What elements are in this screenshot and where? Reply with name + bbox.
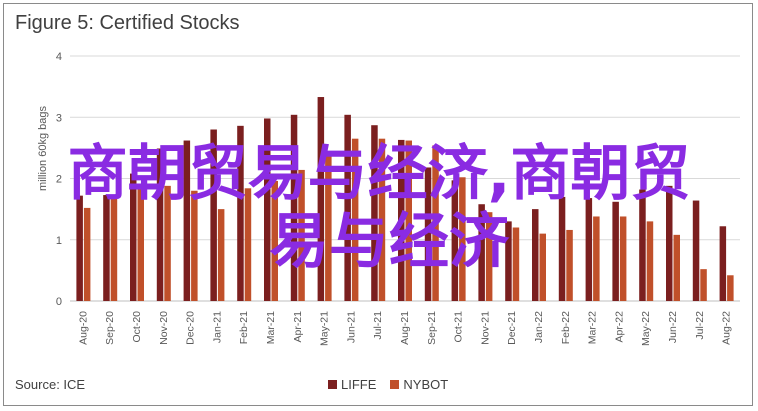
- bar-liffe: [371, 125, 378, 302]
- bar-nybot: [351, 138, 359, 301]
- bar-nybot: [298, 169, 305, 301]
- bar-liffe: [558, 196, 566, 301]
- bar-liffe: [130, 173, 137, 301]
- y-tick-label: 2: [56, 174, 62, 186]
- bar-liffe: [237, 125, 244, 301]
- legend-item-liffe: LIFFE: [328, 377, 376, 392]
- x-tick-label: Sep-21: [426, 311, 438, 345]
- bar-liffe: [424, 167, 432, 301]
- bar-liffe: [398, 139, 405, 301]
- source-note: Source: ICE: [15, 377, 86, 392]
- bar-nybot: [619, 216, 627, 301]
- bar-nybot: [164, 185, 171, 301]
- x-tick-label: Jul-22: [694, 311, 706, 340]
- x-tick-label: Dec-21: [506, 311, 518, 345]
- bar-nybot: [432, 145, 439, 301]
- bar-nybot: [378, 138, 386, 301]
- bar-liffe: [692, 200, 700, 301]
- bar-liffe: [317, 97, 325, 301]
- x-tick-label: Oct-21: [453, 311, 465, 343]
- bar-nybot: [459, 177, 466, 301]
- x-tick-label: Feb-22: [560, 311, 572, 344]
- legend-swatch-nybot: [390, 380, 400, 389]
- bar-nybot: [566, 229, 573, 301]
- bar-nybot: [727, 275, 734, 301]
- chart-frame: [3, 3, 753, 406]
- x-tick-label: Aug-22: [721, 311, 733, 345]
- bar-liffe: [344, 114, 351, 301]
- x-tick-label: Nov-21: [479, 311, 491, 345]
- bar-nybot: [244, 188, 252, 301]
- bar-nybot: [485, 212, 493, 301]
- bar-liffe: [290, 114, 298, 301]
- bar-liffe: [76, 195, 83, 301]
- legend: LIFFE NYBOT: [328, 377, 448, 392]
- y-axis-label: million 60kg bags: [37, 106, 49, 191]
- bar-liffe: [505, 221, 512, 301]
- bar-nybot: [325, 152, 332, 301]
- x-tick-label: Oct-20: [131, 311, 143, 343]
- bar-nybot: [646, 221, 654, 301]
- x-tick-label: Sep-20: [104, 311, 116, 345]
- chart-title: Figure 5: Certified Stocks: [15, 12, 240, 34]
- x-tick-label: Aug-21: [399, 311, 411, 345]
- bar-nybot: [539, 233, 546, 301]
- bar-nybot: [217, 209, 225, 301]
- bar-nybot: [512, 227, 520, 301]
- x-tick-label: May-22: [640, 311, 652, 346]
- bar-liffe: [639, 189, 646, 301]
- y-tick-label: 0: [56, 296, 62, 308]
- y-tick-label: 1: [56, 235, 62, 247]
- bar-liffe: [612, 201, 619, 301]
- bar-liffe: [451, 180, 459, 301]
- bar-liffe: [478, 204, 485, 301]
- legend-label-liffe: LIFFE: [341, 377, 377, 392]
- bar-liffe: [532, 209, 539, 301]
- x-tick-label: Nov-20: [158, 311, 170, 345]
- x-tick-label: May-21: [319, 311, 331, 346]
- bar-liffe: [183, 140, 191, 301]
- x-tick-label: Mar-21: [265, 311, 277, 344]
- bar-nybot: [405, 140, 412, 301]
- bar-nybot: [673, 234, 680, 301]
- bar-nybot: [700, 269, 707, 301]
- bar-liffe: [264, 118, 271, 301]
- x-tick-label: Jan-22: [533, 311, 545, 343]
- x-tick-label: Apr-21: [292, 311, 304, 343]
- bar-liffe: [210, 129, 217, 301]
- bar-liffe: [156, 148, 164, 301]
- x-tick-label: Jan-21: [211, 311, 223, 343]
- bar-nybot: [137, 184, 144, 301]
- legend-item-nybot: NYBOT: [390, 377, 448, 392]
- x-tick-label: Jun-21: [345, 311, 357, 343]
- bar-liffe: [719, 226, 727, 301]
- bar-liffe: [585, 198, 593, 301]
- x-tick-label: Apr-22: [613, 311, 625, 343]
- y-tick-label: 3: [56, 112, 62, 124]
- bar-liffe: [103, 195, 110, 301]
- legend-label-nybot: NYBOT: [403, 377, 449, 392]
- gridlines: [70, 55, 740, 302]
- bar-nybot: [83, 207, 91, 301]
- x-tick-label: Dec-20: [185, 311, 197, 345]
- bar-liffe: [666, 185, 673, 301]
- y-tick-label: 4: [56, 51, 62, 63]
- x-tick-label: Feb-21: [238, 311, 250, 344]
- x-tick-label: Jul-21: [372, 311, 384, 340]
- axes: 0 1 2 3 4 million 60kg bags Aug-20 Sep-20 Oct-20…: [37, 51, 733, 346]
- bar-nybot: [593, 216, 600, 301]
- x-tick-label: Mar-22: [587, 311, 599, 344]
- bar-nybot: [110, 196, 118, 301]
- bar-nybot: [271, 180, 278, 301]
- bars: [76, 97, 734, 302]
- bar-nybot: [191, 190, 198, 301]
- legend-swatch-liffe: [328, 380, 337, 389]
- x-tick-label: Aug-20: [77, 311, 89, 345]
- x-tick-label: Jun-22: [667, 311, 679, 343]
